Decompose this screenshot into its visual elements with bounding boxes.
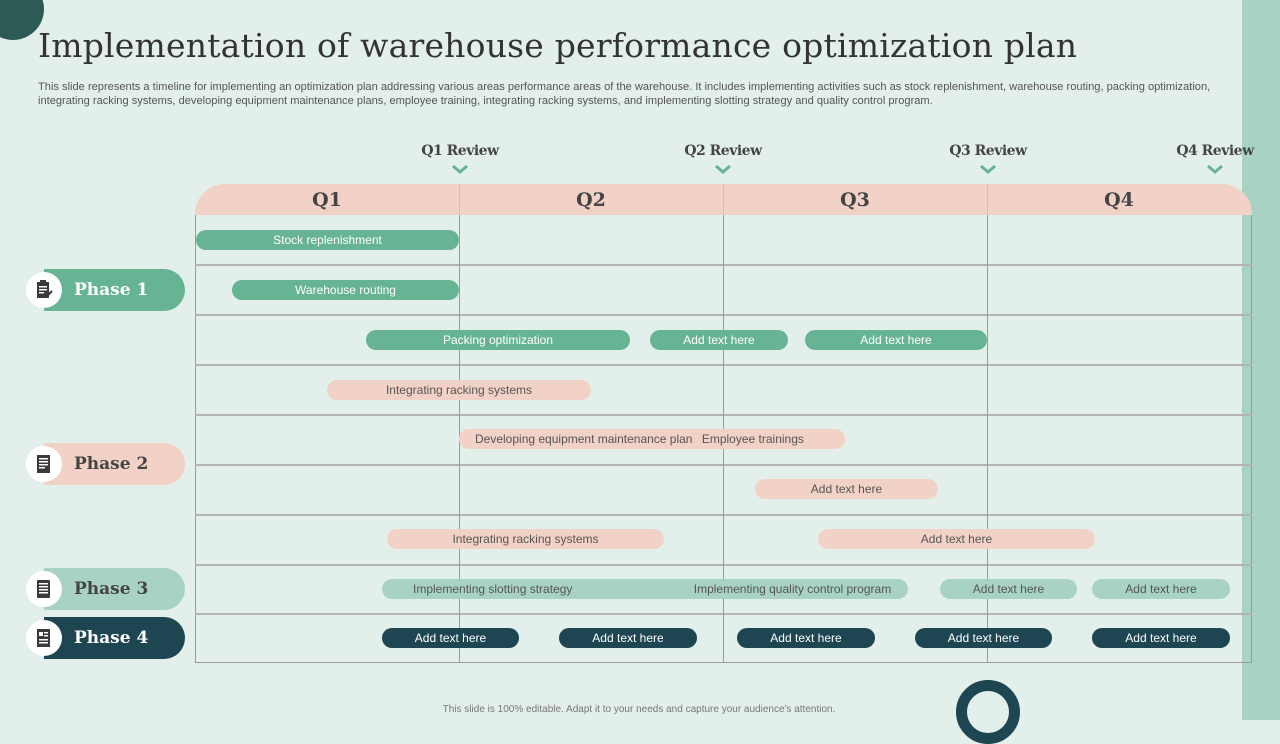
review-label-q2: Q2 Review — [684, 143, 762, 159]
document-icon — [26, 571, 62, 607]
task-label: Employee trainings — [701, 432, 804, 446]
task-label: Add text here — [414, 631, 487, 645]
slide-description: This slide represents a timeline for imp… — [38, 81, 1211, 107]
task-bar-placeholder[interactable]: Add text here — [650, 330, 788, 350]
task-bar-placeholder[interactable]: Add text here — [915, 628, 1052, 648]
task-bar-placeholder[interactable]: Add text here — [382, 628, 519, 648]
review-label-q3: Q3 Review — [949, 143, 1027, 159]
quarter-label-q1: Q1 — [312, 189, 342, 211]
task-bar-integrating-racking-systems[interactable]: Integrating racking systems — [327, 380, 591, 400]
task-bar-placeholder[interactable]: Add text here — [805, 330, 987, 350]
phase-2: Phase 2 — [26, 443, 185, 485]
task-label: Add text here — [947, 631, 1020, 645]
phase-label: Phase 3 — [74, 579, 149, 599]
quarter-label-q4: Q4 — [1104, 189, 1134, 211]
task-label: Add text here — [1125, 582, 1197, 596]
quarter-divider — [459, 184, 460, 215]
task-label: Implementing slotting strategy — [413, 582, 573, 596]
phase-label: Phase 2 — [74, 454, 149, 474]
review-label-q4: Q4 Review — [1176, 143, 1254, 159]
task-label: Add text here — [1125, 631, 1197, 645]
task-bar-equipment-maintenance-and-training[interactable]: Developing equipment maintenance plan Em… — [459, 429, 845, 449]
phase-1: Phase 1 — [26, 269, 185, 311]
chevron-down-icon — [452, 164, 468, 174]
phase-3: Phase 3 — [26, 568, 185, 610]
footer-note: This slide is 100% editable. Adapt it to… — [442, 704, 836, 715]
task-label: Add text here — [592, 631, 664, 645]
task-bar-placeholder[interactable]: Add text here — [559, 628, 697, 648]
task-label: Developing equipment maintenance plan — [475, 432, 693, 446]
document-icon — [26, 446, 62, 482]
checklist-icon — [26, 272, 62, 308]
task-label: Add text here — [683, 333, 755, 347]
quarter-label-q2: Q2 — [576, 189, 606, 211]
task-label: Stock replenishment — [273, 233, 382, 247]
phase-pill — [44, 443, 185, 485]
task-label: Packing optimization — [442, 333, 554, 347]
task-label: Integrating racking systems — [452, 532, 599, 546]
task-label: Add text here — [770, 631, 842, 645]
quarter-divider — [987, 184, 988, 215]
phase-pill — [44, 269, 185, 311]
task-label: Implementing quality control program — [693, 582, 892, 596]
chevron-down-icon — [715, 164, 731, 174]
task-label: Add text here — [860, 333, 932, 347]
task-bar-placeholder[interactable]: Add text here — [940, 579, 1077, 599]
task-bar-placeholder[interactable]: Add text here — [1092, 628, 1230, 648]
task-label: Integrating racking systems — [385, 383, 533, 397]
task-bar-placeholder[interactable]: Add text here — [755, 479, 938, 499]
decorative-side-band — [1242, 0, 1280, 720]
grid-column-line — [987, 215, 988, 663]
task-bar-placeholder[interactable]: Add text here — [737, 628, 875, 648]
review-label-q1: Q1 Review — [421, 143, 499, 159]
task-bar-slotting-and-quality-control[interactable]: Implementing slotting strategy Implement… — [382, 579, 908, 599]
document-icon — [26, 620, 62, 656]
phase-label: Phase 4 — [74, 628, 149, 648]
task-label: Add text here — [972, 582, 1045, 596]
task-bar-placeholder[interactable]: Add text here — [818, 529, 1095, 549]
quarter-label-q3: Q3 — [840, 189, 870, 211]
phase-4: Phase 4 — [26, 617, 185, 659]
task-label: Add text here — [810, 482, 883, 496]
chevron-down-icon — [1207, 164, 1223, 174]
task-label: Warehouse routing — [295, 283, 396, 297]
phase-pill — [44, 568, 185, 610]
chevron-down-icon — [980, 164, 996, 174]
task-label: Add text here — [920, 532, 993, 546]
phase-pill — [44, 617, 185, 659]
task-bar-integrating-racking-systems[interactable]: Integrating racking systems — [387, 529, 664, 549]
phase-label: Phase 1 — [74, 280, 149, 300]
task-bar-warehouse-routing[interactable]: Warehouse routing — [232, 280, 459, 300]
quarter-divider — [723, 184, 724, 215]
task-bar-placeholder[interactable]: Add text here — [1092, 579, 1230, 599]
task-bar-packing-optimization[interactable]: Packing optimization — [366, 330, 630, 350]
slide-title: Implementation of warehouse performance … — [38, 26, 1078, 65]
task-bar-stock-replenishment[interactable]: Stock replenishment — [196, 230, 459, 250]
